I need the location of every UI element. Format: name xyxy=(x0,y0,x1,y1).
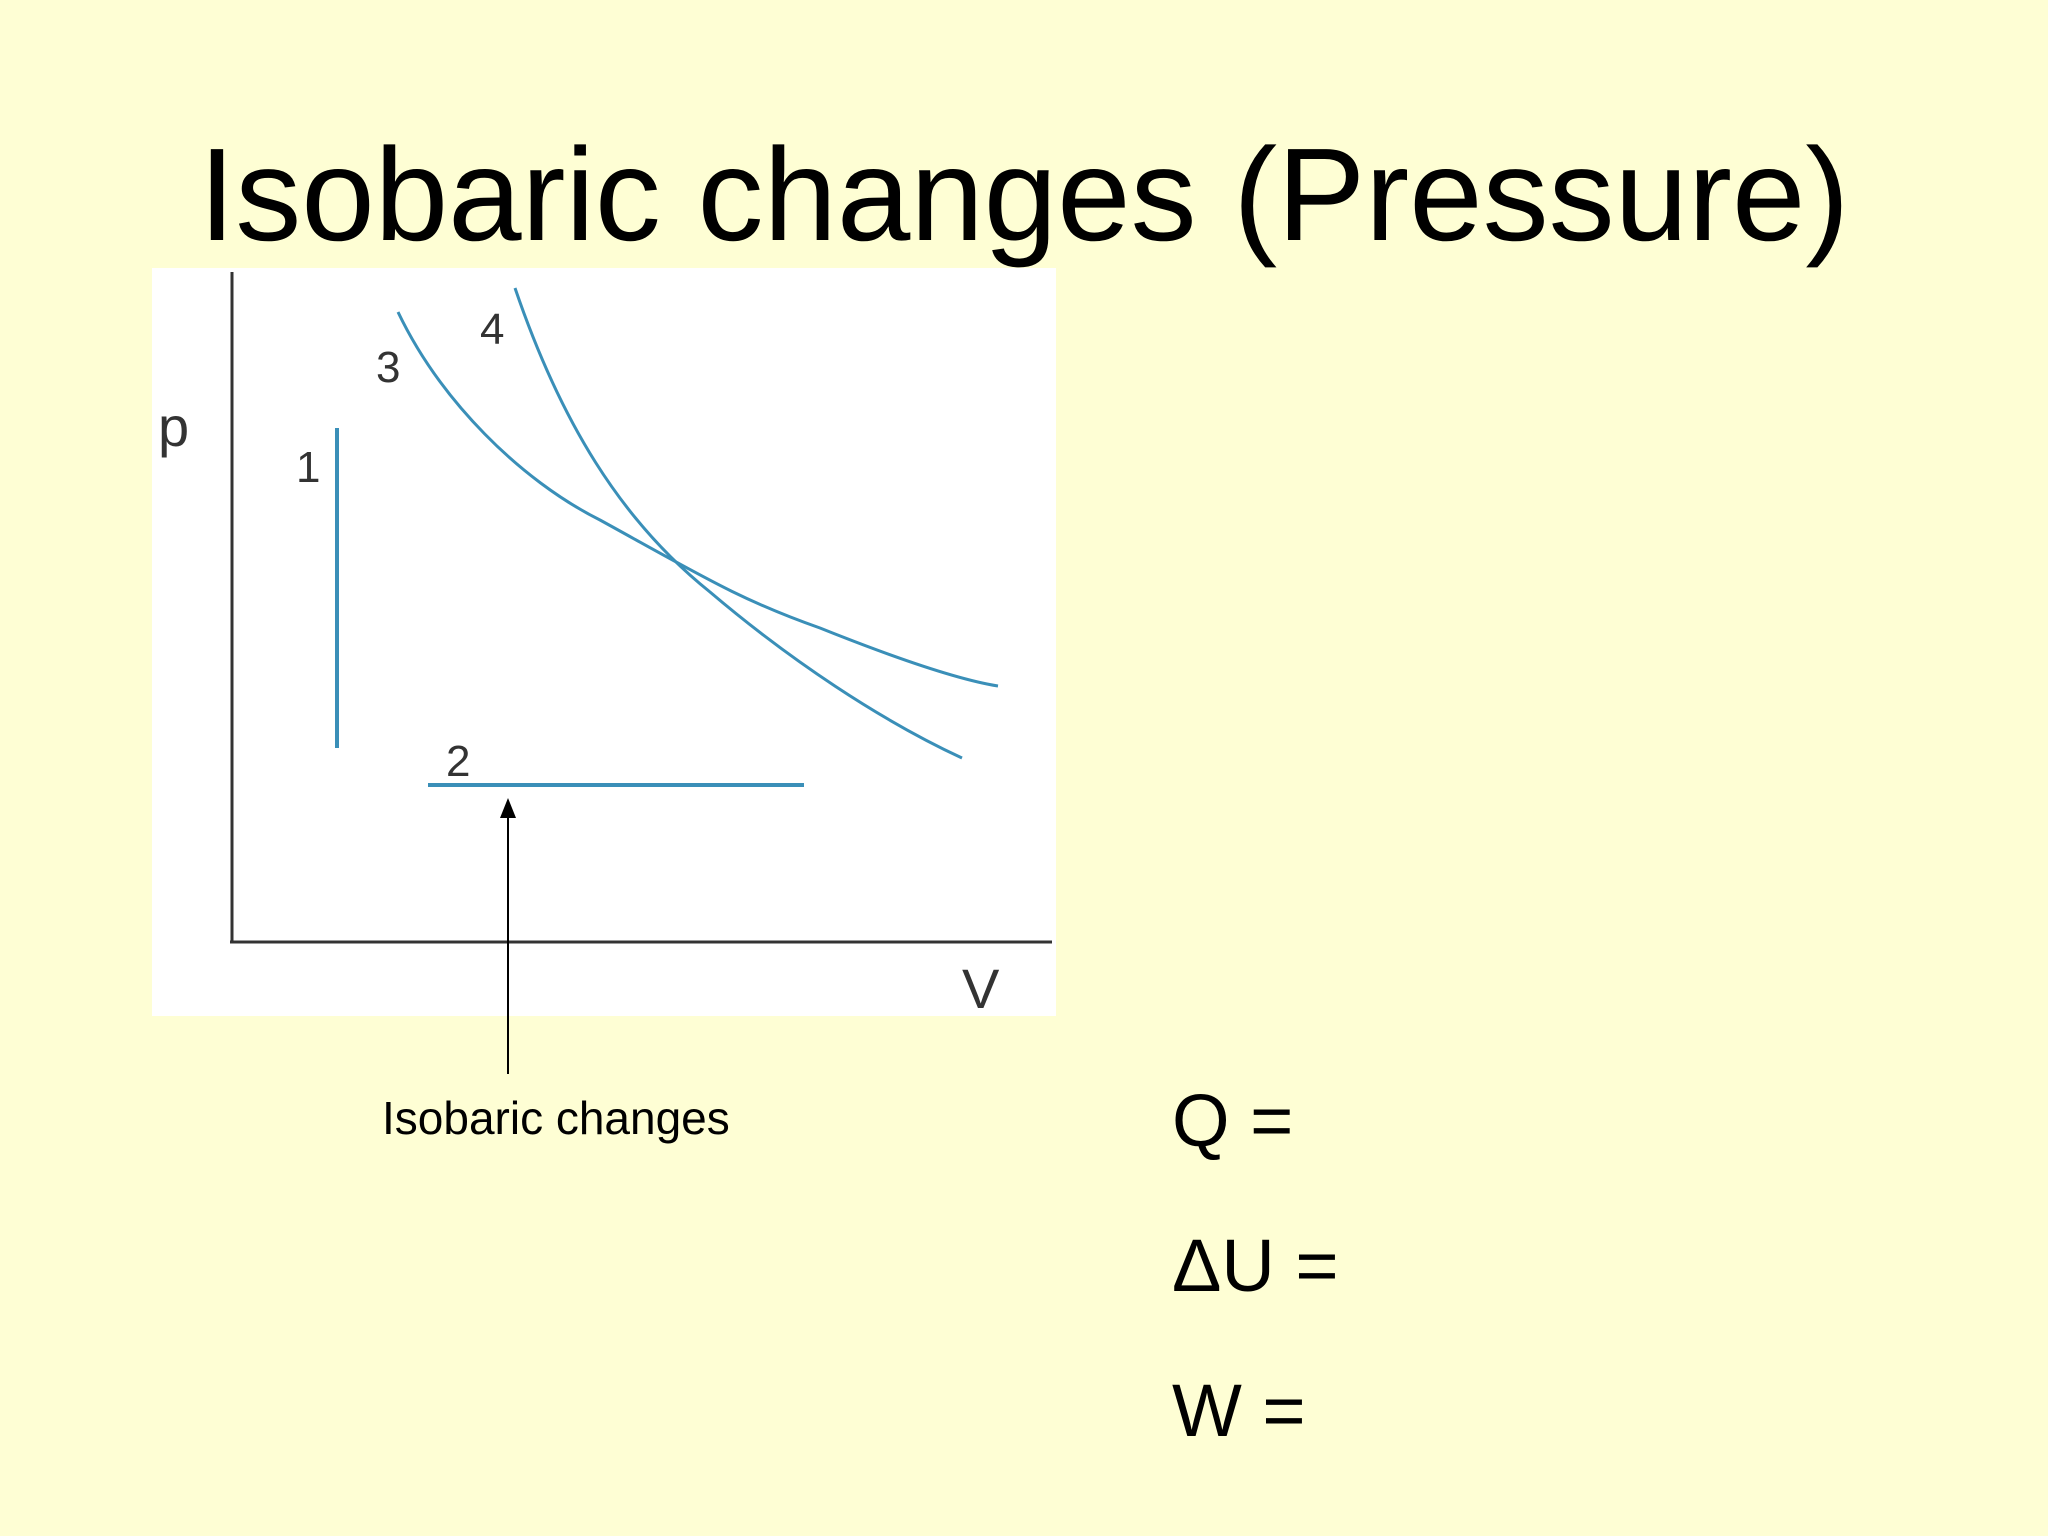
heat-equation: Q = xyxy=(1172,1079,1294,1162)
process-4-curve xyxy=(513,287,963,760)
isobaric-callout-label: Isobaric changes xyxy=(382,1092,730,1144)
process-3-curve xyxy=(396,311,999,688)
process-2-label: 2 xyxy=(446,737,470,786)
work-equation: W = xyxy=(1172,1369,1306,1452)
callout-arrowhead xyxy=(500,798,516,818)
process-3-label: 3 xyxy=(376,343,400,392)
internal-energy-equation: ΔU = xyxy=(1172,1224,1339,1307)
process-1-label: 1 xyxy=(296,443,320,492)
x-axis-label: V xyxy=(962,957,1000,1020)
process-4-label: 4 xyxy=(480,305,504,354)
y-axis-label: p xyxy=(158,395,189,458)
pv-diagram-panel xyxy=(152,268,1056,1016)
slide-title: Isobaric changes (Pressure) xyxy=(198,121,1850,268)
energy-equations: Q = ΔU = W = xyxy=(1172,1076,1339,1511)
